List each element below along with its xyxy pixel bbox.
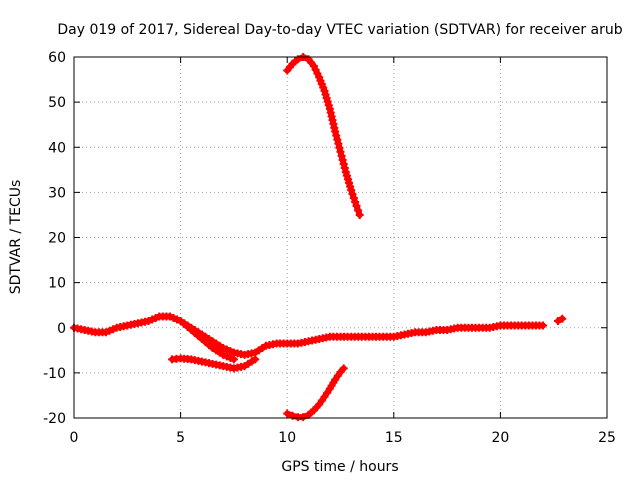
x-tick-label: 0 bbox=[70, 430, 79, 446]
data-point-fill bbox=[323, 388, 332, 397]
data-point bbox=[251, 355, 260, 364]
y-axis-title: SDTVAR / TECUs bbox=[8, 180, 24, 295]
y-tick-label: 50 bbox=[48, 95, 66, 111]
data-point bbox=[539, 321, 548, 330]
data-point-fill bbox=[333, 135, 342, 144]
x-axis-title: GPS time / hours bbox=[281, 459, 398, 475]
chart-title: Day 019 of 2017, Sidereal Day-to-day VTE… bbox=[57, 22, 622, 38]
data-point bbox=[553, 316, 562, 325]
data-point-fill bbox=[332, 131, 341, 140]
data-point bbox=[283, 409, 292, 418]
data-point bbox=[339, 364, 348, 373]
data-point-fill bbox=[354, 206, 363, 215]
data-layer bbox=[70, 53, 567, 422]
data-point bbox=[558, 314, 567, 323]
data-point bbox=[229, 355, 238, 364]
y-tick-label: 40 bbox=[48, 140, 66, 156]
grid-layer bbox=[74, 57, 607, 418]
y-tick-label: -20 bbox=[43, 411, 66, 427]
x-tick-label: 15 bbox=[385, 430, 403, 446]
x-tick-label: 20 bbox=[491, 430, 509, 446]
data-point bbox=[352, 201, 361, 210]
data-point-fill bbox=[334, 139, 343, 148]
data-point-fill bbox=[340, 164, 349, 173]
y-tick-label: 60 bbox=[48, 50, 66, 66]
tick-layer: 0 5 10 15 20 25 -20 -10 0 10 20 30 40 50 60 bbox=[43, 50, 616, 446]
data-point bbox=[320, 392, 329, 401]
x-tick-label: 25 bbox=[598, 430, 616, 446]
data-point bbox=[331, 127, 340, 136]
y-tick-label: 10 bbox=[48, 276, 66, 292]
y-tick-label: -10 bbox=[43, 366, 66, 382]
data-point-fill bbox=[337, 151, 346, 160]
data-point-fill bbox=[349, 194, 358, 203]
data-point-fill bbox=[348, 190, 357, 199]
y-tick-label: 0 bbox=[57, 321, 66, 337]
data-point bbox=[336, 147, 345, 156]
y-tick-label: 20 bbox=[48, 231, 66, 247]
data-point-fill bbox=[339, 159, 348, 168]
data-point bbox=[299, 413, 308, 422]
data-point-fill bbox=[338, 155, 347, 164]
plot-frame bbox=[73, 56, 608, 419]
y-tick-label: 30 bbox=[48, 185, 66, 201]
x-tick-label: 10 bbox=[278, 430, 296, 446]
data-point-fill bbox=[335, 143, 344, 152]
data-point bbox=[347, 186, 356, 195]
data-point bbox=[355, 210, 364, 219]
data-point-fill bbox=[351, 197, 360, 206]
x-tick-label: 5 bbox=[176, 430, 185, 446]
